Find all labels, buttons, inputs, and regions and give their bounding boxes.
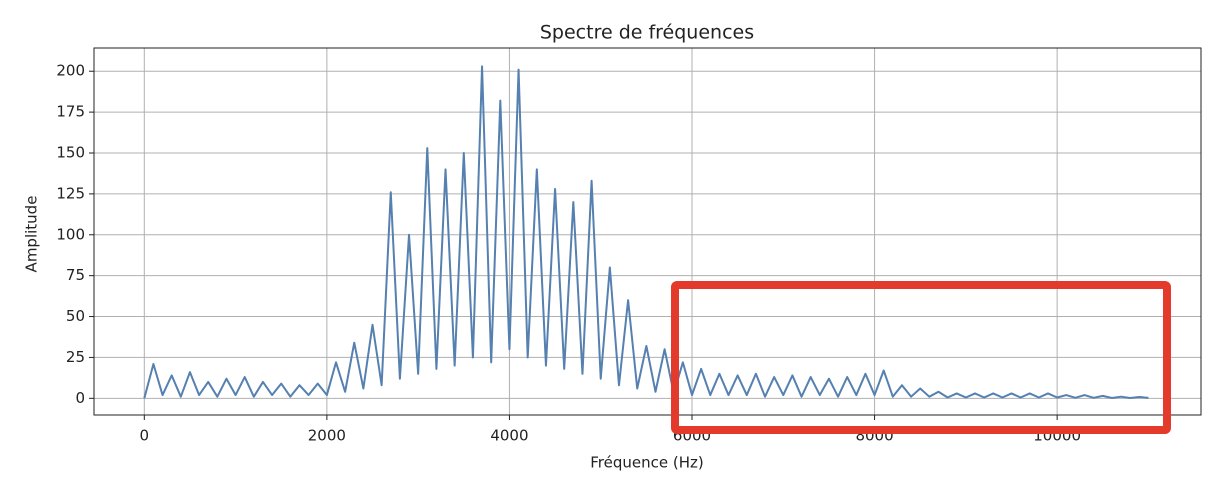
grid [94, 48, 1201, 415]
y-tick-label: 0 [75, 389, 85, 407]
y-tick-label: 150 [56, 143, 85, 161]
y-tick-label: 200 [56, 62, 85, 80]
y-tick-label: 50 [66, 307, 85, 325]
y-tick-label: 175 [56, 103, 85, 121]
y-tick-label: 100 [56, 225, 85, 243]
chart-title: Spectre de fréquences [540, 22, 754, 44]
axes-frame [93, 47, 1202, 416]
y-tick-label: 125 [56, 184, 85, 202]
y-tick-label: 75 [66, 266, 85, 284]
x-tick-label: 2000 [308, 427, 346, 445]
y-tick-label: 25 [66, 348, 85, 366]
plot [143, 65, 1149, 399]
series-line [143, 65, 1149, 399]
x-axis-label: Fréquence (Hz) [590, 454, 703, 472]
x-tick-label: 4000 [490, 427, 528, 445]
highlight-box [671, 281, 1171, 434]
x-tick-label: 0 [140, 427, 150, 445]
y-axis-label: Amplitude [23, 196, 41, 273]
ticks: 0 2000 4000 6000 8000 10000025507510012515017… [56, 62, 1081, 445]
